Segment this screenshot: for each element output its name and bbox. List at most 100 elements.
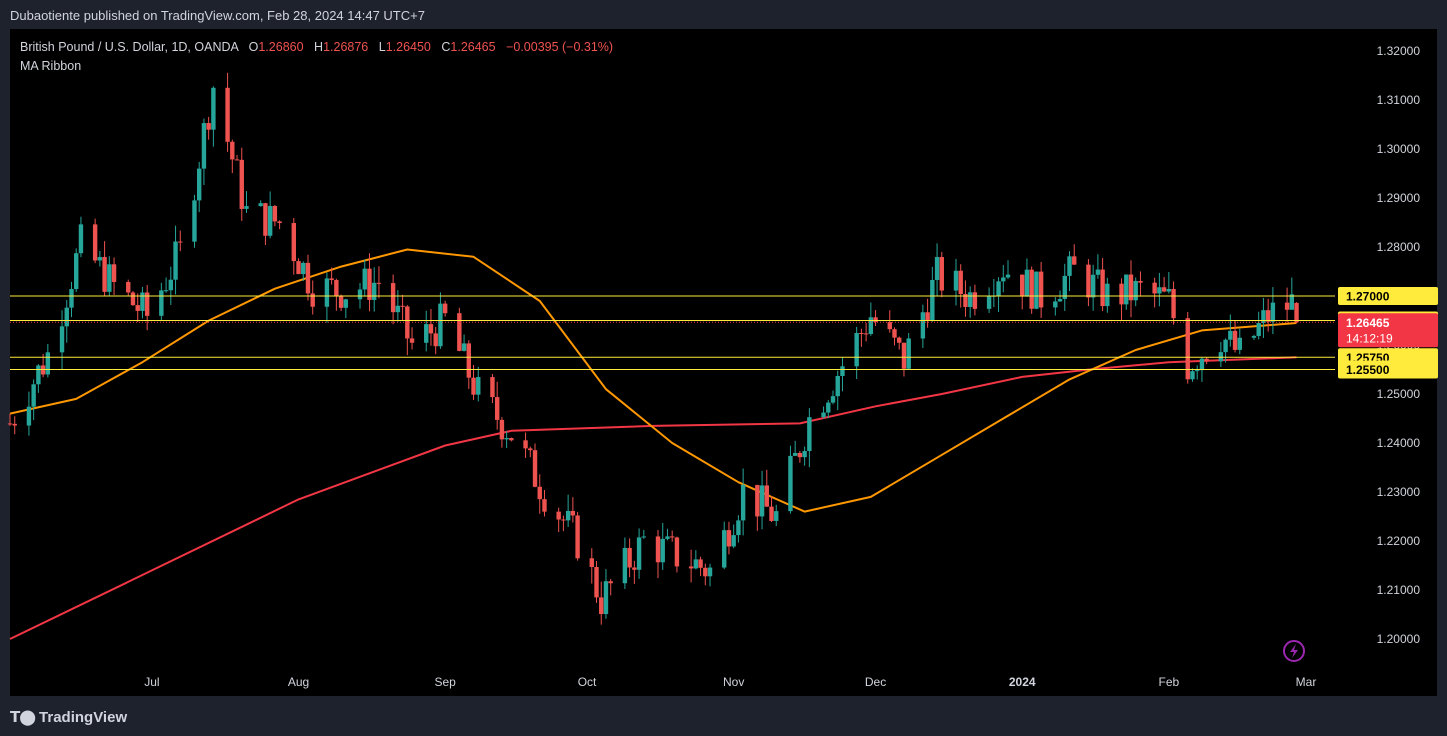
candle-body	[1232, 330, 1238, 350]
candle-body	[963, 294, 968, 307]
candle-body	[1057, 299, 1063, 302]
candle-body	[726, 530, 732, 547]
candle-body	[69, 289, 74, 308]
candle-body	[565, 510, 571, 521]
candle-body	[196, 168, 202, 201]
candle-body	[494, 397, 500, 420]
candle-body	[291, 223, 296, 262]
time-axis[interactable]: Jul Aug Sep Oct Nov Dec 2024 Feb Mar	[144, 675, 1316, 689]
candle-body	[1204, 358, 1209, 362]
candle-body	[263, 203, 268, 236]
candle-body	[774, 511, 779, 521]
lightning-icon[interactable]	[1283, 640, 1305, 662]
candle-body	[892, 329, 897, 338]
candle-body	[504, 438, 509, 440]
candle-body	[362, 268, 367, 290]
candle-body	[698, 559, 703, 568]
price-tick-label: 1.30000	[1377, 142, 1421, 156]
countdown-label-text: 14:12:19	[1346, 331, 1393, 345]
candle-body	[45, 352, 51, 375]
candle-body	[159, 290, 164, 316]
candle-body	[74, 253, 79, 290]
candle-body	[622, 547, 628, 584]
last-price-label-bg	[1338, 313, 1438, 348]
legend: British Pound / U.S. Dollar, 1D, OANDA O…	[20, 40, 613, 73]
candle-body	[703, 567, 708, 577]
time-tick-label: Oct	[578, 675, 597, 689]
candle-body	[234, 159, 240, 161]
candle-body	[201, 123, 207, 169]
symbol-title: British Pound / U.S. Dollar, 1D, OANDA	[20, 40, 239, 54]
candle-body	[409, 338, 415, 343]
open-value: 1.26860	[258, 40, 303, 54]
candle-body	[1119, 283, 1124, 305]
level-label-text: 1.27000	[1346, 290, 1390, 304]
time-tick-label: Nov	[723, 675, 744, 689]
candle-body	[258, 203, 263, 207]
candle-body	[1218, 352, 1224, 362]
candle-body	[532, 450, 538, 487]
candle-body	[953, 270, 959, 291]
candle-body	[627, 547, 632, 568]
candle-body	[499, 419, 505, 440]
candle-body	[769, 506, 774, 521]
candle-body	[7, 423, 13, 425]
candle-body	[334, 280, 339, 296]
candle-body	[707, 567, 713, 577]
candle-body	[722, 530, 727, 568]
candle-body	[887, 322, 892, 330]
candle-body	[599, 597, 604, 615]
candle-body	[405, 306, 410, 339]
level-label-bg	[1338, 287, 1438, 306]
candle-body	[296, 261, 301, 275]
candle-body	[840, 366, 845, 376]
candle-body	[59, 326, 65, 353]
candle-body	[1005, 274, 1011, 278]
candle-body	[173, 241, 178, 280]
candle-body	[759, 485, 765, 517]
candle-body	[608, 581, 613, 584]
time-tick-label: 2024	[1009, 675, 1036, 689]
candle-body	[897, 337, 902, 343]
candle-body	[655, 536, 661, 563]
candle-body	[792, 452, 798, 456]
candle-body	[442, 303, 448, 314]
footer-brand[interactable]: 𝗧⬤ TradingView	[10, 708, 127, 727]
candle-body	[1086, 264, 1091, 298]
candle-body	[111, 264, 117, 282]
candle-body	[1090, 274, 1096, 298]
candle-body	[537, 486, 542, 500]
candle-body	[277, 221, 282, 224]
candle-body	[225, 87, 230, 142]
candle-body	[797, 452, 803, 458]
candle-body	[958, 270, 963, 295]
candle-body	[1038, 271, 1044, 308]
time-tick-label: Aug	[288, 675, 309, 689]
price-tick-label: 1.28000	[1377, 240, 1421, 254]
candle-body	[1199, 358, 1205, 371]
candle-body	[12, 423, 17, 426]
candle-body	[1256, 323, 1261, 336]
candle-body	[1067, 256, 1072, 276]
candle-body	[660, 538, 665, 563]
candle-body	[1105, 283, 1110, 307]
candle-body	[603, 581, 609, 615]
candle-body	[688, 566, 694, 569]
candle-body	[107, 264, 112, 292]
candle-body	[244, 206, 249, 209]
candle-body	[1251, 335, 1257, 338]
candle-body	[163, 290, 169, 292]
candle-body	[390, 283, 396, 313]
horizontal-levels[interactable]	[10, 295, 1335, 371]
candle-body	[509, 438, 514, 441]
close-label: C	[441, 40, 450, 54]
candle-body	[835, 375, 840, 397]
candle-body	[324, 278, 330, 307]
candle-body	[1237, 337, 1242, 350]
price-tick-label: 1.32000	[1377, 44, 1421, 58]
candle-body	[1195, 370, 1200, 372]
last-price-label-text: 1.26465	[1346, 316, 1390, 330]
candle-body	[740, 484, 746, 521]
candle-body	[802, 451, 807, 458]
